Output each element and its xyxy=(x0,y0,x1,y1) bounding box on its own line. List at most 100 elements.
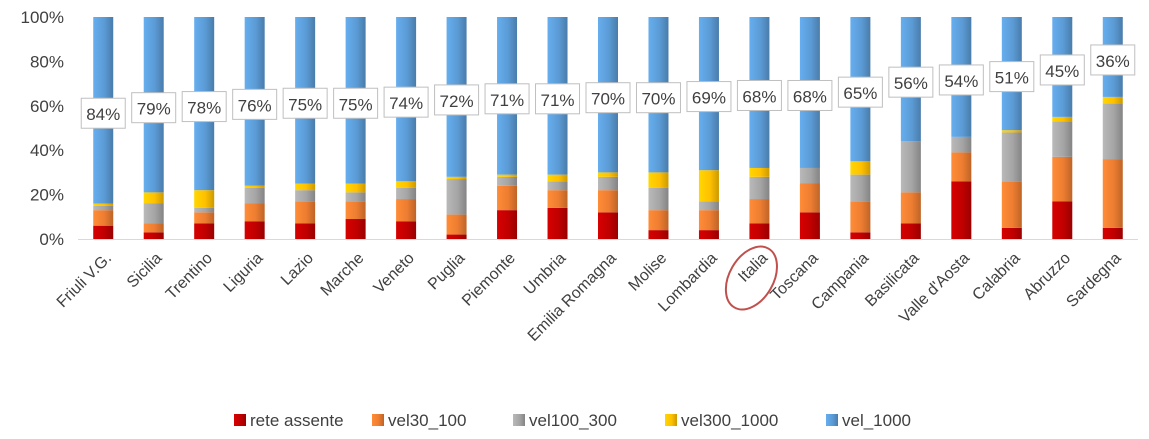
bar-segment xyxy=(850,201,871,233)
bar-segment xyxy=(547,181,568,191)
data-label-box xyxy=(535,83,581,115)
data-label-box xyxy=(484,83,530,115)
bar-segment xyxy=(143,223,164,233)
data-label: 71% xyxy=(490,91,524,110)
bar-segment xyxy=(295,183,316,191)
bar-segment xyxy=(497,176,518,186)
bar-segment xyxy=(799,212,820,239)
data-label-box xyxy=(736,79,782,111)
bar-segment xyxy=(598,190,618,213)
data-label: 70% xyxy=(641,90,675,109)
category-label: Friuli V.G. xyxy=(54,250,115,311)
bar-segment xyxy=(698,170,719,202)
bar-segment xyxy=(396,199,417,222)
category-label: Veneto xyxy=(371,250,418,297)
category-label: Sicilia xyxy=(124,250,166,292)
bar-segment xyxy=(598,176,618,191)
bar-segment xyxy=(244,185,265,188)
bar-segment xyxy=(93,225,114,239)
data-label: 84% xyxy=(86,105,120,124)
bar-segment xyxy=(345,201,366,220)
y-tick-label: 20% xyxy=(30,186,64,205)
bar-segment xyxy=(749,199,770,224)
data-label: 78% xyxy=(187,99,221,118)
data-label-box xyxy=(131,92,177,124)
bar-segment xyxy=(345,183,366,193)
data-label: 76% xyxy=(238,96,272,115)
bar-segment xyxy=(1052,201,1073,239)
bar-segment xyxy=(194,223,215,239)
data-label-box xyxy=(989,61,1035,93)
data-label: 75% xyxy=(288,95,322,114)
bar-segment xyxy=(951,181,972,239)
data-label: 68% xyxy=(742,87,776,106)
category-label: Lazio xyxy=(278,250,317,289)
bar-segment xyxy=(446,176,467,180)
bar-segment xyxy=(143,192,164,204)
data-label-box xyxy=(1090,44,1136,76)
y-tick-label: 0% xyxy=(39,230,64,249)
data-label-box xyxy=(383,86,429,118)
data-label: 75% xyxy=(339,95,373,114)
bar-segment xyxy=(345,219,366,239)
bar-segment xyxy=(1102,227,1123,239)
bar-segment xyxy=(93,210,114,226)
bar-segment xyxy=(698,201,719,211)
data-label: 51% xyxy=(995,69,1029,88)
bar-segment xyxy=(951,152,972,182)
bar-segment xyxy=(1052,116,1073,122)
bar-segment xyxy=(446,214,467,235)
bar-segment xyxy=(295,201,316,224)
bar-segment xyxy=(194,212,215,224)
data-label: 79% xyxy=(137,100,171,119)
bar-segment xyxy=(799,167,820,184)
data-label: 65% xyxy=(843,84,877,103)
bar-segment xyxy=(1001,227,1022,239)
legend-swatch xyxy=(372,414,384,426)
y-tick-label: 100% xyxy=(21,8,64,27)
legend-label: rete assente xyxy=(250,411,344,430)
bar-segment xyxy=(749,223,770,239)
category-label: Umbria xyxy=(521,250,570,299)
bar-segment xyxy=(900,223,921,239)
legend-label: vel_1000 xyxy=(842,411,911,430)
bar-segment xyxy=(497,210,518,239)
bar-segment xyxy=(648,172,669,188)
bar-segment xyxy=(900,192,921,224)
bar-segment xyxy=(547,207,568,239)
bar-segment xyxy=(850,232,871,239)
bar-segment xyxy=(93,205,114,211)
legend-swatch xyxy=(234,414,246,426)
bar-segment xyxy=(295,190,316,202)
bar-segment xyxy=(648,187,669,211)
data-label: 70% xyxy=(591,90,625,109)
bar-segment xyxy=(1102,103,1123,160)
bar-segment xyxy=(749,176,770,200)
bar-segment xyxy=(396,181,417,188)
data-label-box xyxy=(333,87,379,119)
data-label: 54% xyxy=(944,72,978,91)
category-label: Puglia xyxy=(425,250,469,294)
bar-segment xyxy=(446,234,467,239)
category-label: Trentino xyxy=(163,250,216,303)
category-label: Calabria xyxy=(969,250,1023,304)
category-label: Molise xyxy=(626,250,671,295)
y-tick-label: 80% xyxy=(30,52,64,71)
bar-segment xyxy=(396,187,417,200)
bar-segment xyxy=(244,221,265,239)
data-label-box xyxy=(837,76,883,108)
bar-segment xyxy=(850,174,871,202)
category-label: Liguria xyxy=(221,250,267,296)
bar-segment xyxy=(1052,121,1073,157)
bar-segment xyxy=(698,230,719,239)
category-label: Piemonte xyxy=(459,250,519,310)
data-label-box xyxy=(787,79,833,111)
bar-segment xyxy=(648,230,669,239)
data-label: 74% xyxy=(389,94,423,113)
bar-segment xyxy=(648,210,669,231)
bar-segment xyxy=(1001,130,1022,133)
legend-swatch xyxy=(513,414,525,426)
bar-segment xyxy=(446,179,467,215)
bar-segment xyxy=(143,232,164,239)
